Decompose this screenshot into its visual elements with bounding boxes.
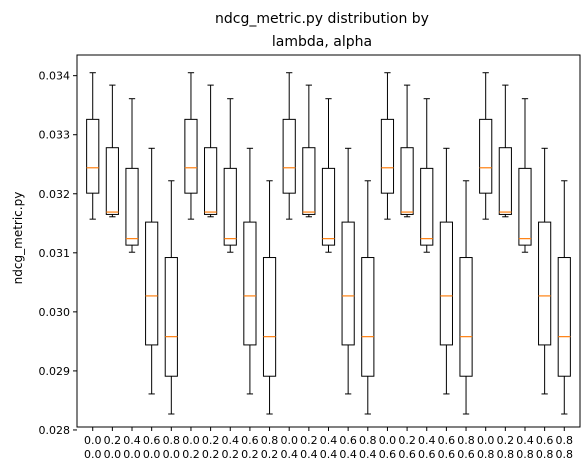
x-tick-label-lambda: 0.6: [536, 434, 554, 447]
box-iqr: [479, 118, 493, 194]
x-tick-label-lambda: 0.2: [497, 434, 515, 447]
x-tick-label-alpha: 0.0: [163, 448, 181, 461]
box-iqr: [164, 257, 178, 377]
x-tick-label-lambda: 0.6: [143, 434, 161, 447]
box-iqr: [518, 167, 532, 246]
y-tick-label: 0.028: [39, 424, 71, 437]
box-iqr: [498, 147, 512, 215]
x-tick-label-alpha: 0.8: [516, 448, 534, 461]
x-tick-label-lambda: 0.4: [418, 434, 436, 447]
box-iqr: [243, 221, 257, 346]
box-iqr: [184, 118, 198, 194]
x-tick-label-lambda: 0.6: [241, 434, 259, 447]
x-tick-label-alpha: 0.6: [379, 448, 397, 461]
x-tick-label-alpha: 0.2: [222, 448, 240, 461]
x-tick-label-alpha: 0.6: [438, 448, 456, 461]
x-tick-label-lambda: 0.4: [516, 434, 534, 447]
box-iqr: [439, 221, 453, 346]
x-tick-label-alpha: 0.8: [497, 448, 515, 461]
x-tick-label-lambda: 0.4: [320, 434, 338, 447]
x-tick-label-lambda: 0.6: [438, 434, 456, 447]
x-tick-label-lambda: 0.8: [359, 434, 377, 447]
x-tick-label-lambda: 0.2: [398, 434, 416, 447]
x-tick-label-lambda: 0.2: [202, 434, 220, 447]
x-tick-label-alpha: 0.4: [359, 448, 377, 461]
box-iqr: [145, 221, 159, 346]
x-tick-label-alpha: 0.2: [182, 448, 200, 461]
x-tick-label-alpha: 0.6: [457, 448, 475, 461]
y-tick-label: 0.033: [39, 129, 71, 142]
box-iqr: [557, 257, 571, 377]
box-iqr: [302, 147, 316, 215]
x-tick-label-lambda: 0.0: [477, 434, 495, 447]
box-iqr: [282, 118, 296, 194]
x-tick-label-alpha: 0.8: [556, 448, 574, 461]
x-tick-label-alpha: 0.8: [536, 448, 554, 461]
x-tick-label-lambda: 0.0: [84, 434, 102, 447]
box-iqr: [262, 257, 277, 377]
box-iqr: [105, 147, 119, 215]
y-tick-label: 0.029: [39, 365, 71, 378]
y-axis-label: ndcg_metric.py: [11, 192, 25, 285]
x-tick-label-alpha: 0.6: [418, 448, 436, 461]
x-tick-label-alpha: 0.2: [202, 448, 220, 461]
box-iqr: [400, 147, 414, 215]
x-tick-label-lambda: 0.8: [556, 434, 574, 447]
x-tick-label-alpha: 0.0: [143, 448, 161, 461]
x-tick-label-alpha: 0.4: [320, 448, 338, 461]
x-tick-label-lambda: 0.0: [280, 434, 298, 447]
x-tick-label-alpha: 0.0: [84, 448, 102, 461]
x-tick-label-lambda: 0.2: [300, 434, 318, 447]
box-iqr: [380, 118, 395, 194]
box-iqr: [459, 257, 473, 377]
y-tick-label: 0.034: [39, 70, 71, 83]
box-iqr: [538, 221, 552, 346]
x-tick-label-lambda: 0.6: [339, 434, 357, 447]
x-tick-label-alpha: 0.2: [241, 448, 259, 461]
x-tick-label-alpha: 0.0: [104, 448, 122, 461]
x-tick-label-alpha: 0.4: [339, 448, 357, 461]
x-tick-label-lambda: 0.8: [457, 434, 475, 447]
x-tick-label-alpha: 0.6: [398, 448, 416, 461]
x-tick-label-lambda: 0.0: [182, 434, 200, 447]
x-tick-label-lambda: 0.8: [163, 434, 181, 447]
box-iqr: [341, 221, 355, 346]
x-tick-label-alpha: 0.8: [477, 448, 495, 461]
box-iqr: [125, 167, 139, 246]
x-tick-label-lambda: 0.4: [222, 434, 240, 447]
x-tick-label-lambda: 0.0: [379, 434, 397, 447]
box-iqr: [86, 118, 100, 194]
box-iqr: [204, 147, 218, 215]
box-iqr: [321, 167, 336, 246]
x-tick-label-lambda: 0.4: [123, 434, 141, 447]
x-tick-label-alpha: 0.0: [123, 448, 141, 461]
x-tick-label-alpha: 0.4: [280, 448, 298, 461]
plot-area: 0.0280.0290.0300.0310.0320.0330.0340.00.…: [39, 70, 574, 461]
axes-frame: [76, 54, 581, 428]
x-tick-label-alpha: 0.2: [261, 448, 279, 461]
x-tick-label-alpha: 0.4: [300, 448, 318, 461]
x-tick-label-lambda: 0.8: [261, 434, 279, 447]
y-tick-label: 0.032: [39, 188, 71, 201]
box-iqr: [361, 257, 375, 377]
box-iqr: [223, 167, 237, 246]
box-iqr: [420, 167, 434, 246]
x-tick-label-lambda: 0.2: [104, 434, 122, 447]
y-tick-label: 0.030: [39, 306, 71, 319]
chart-title-line-2: lambda, alpha: [272, 34, 372, 50]
chart-title-line-1: ndcg_metric.py distribution by: [215, 11, 429, 27]
y-tick-label: 0.031: [39, 247, 71, 260]
